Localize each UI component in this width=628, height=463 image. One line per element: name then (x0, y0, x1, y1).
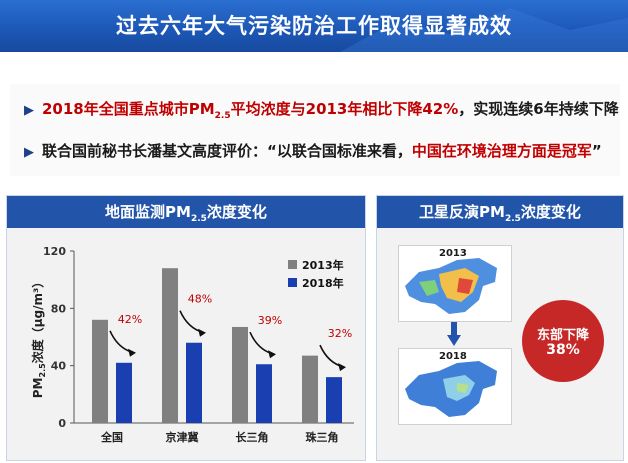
decline-arrow (109, 330, 135, 354)
decline-arrowhead (338, 363, 346, 372)
badge-label: 东部下降 (536, 328, 589, 343)
y-tick-label: 40 (51, 360, 67, 373)
legend-swatch (288, 260, 297, 269)
legend-label: 2018年 (302, 276, 344, 290)
page-title: 过去六年大气污染防治工作取得显著成效 (116, 14, 512, 38)
bar-2018 (186, 342, 202, 423)
china-map-2013-image (405, 258, 497, 314)
x-tick-label: 京津冀 (166, 430, 199, 444)
bullet-un-evaluation: ▶ 联合国前秘书长潘基文高度评价：“以联合国标准来看，中国在环境治理方面是冠军” (24, 142, 602, 160)
decline-arrowhead (128, 348, 136, 357)
badge-value: 38% (546, 342, 580, 358)
decline-label: 32% (328, 327, 352, 340)
y-axis-label: PM2.5浓度（μg/m³） (30, 276, 47, 399)
y-tick-label: 120 (43, 245, 66, 258)
y-tick-label: 0 (58, 417, 66, 430)
bar-2018 (116, 362, 132, 423)
banner-decoration (340, 8, 628, 52)
decline-arrow (249, 331, 275, 356)
bar-2013 (92, 319, 108, 423)
decline-arrow (319, 344, 345, 368)
bullet-pm25-decline: ▶ 2018年全国重点城市PM2.5平均浓度与2013年相比下降42%，实现连续6… (24, 100, 619, 121)
bar-2013 (232, 326, 248, 423)
decline-arrowhead (268, 350, 276, 359)
decline-arrowhead (198, 328, 206, 337)
decline-arrow (179, 310, 205, 334)
y-tick-label: 80 (51, 302, 67, 315)
map-2013: 2013 (398, 245, 512, 322)
headline-box: ▶ 2018年全国重点城市PM2.5平均浓度与2013年相比下降42%，实现连续6… (10, 84, 620, 176)
legend-label: 2013年 (302, 258, 344, 272)
legend-swatch (288, 278, 297, 287)
bar-2013 (302, 355, 318, 423)
bar-2018 (256, 364, 272, 423)
x-tick-label: 长三角 (236, 430, 269, 444)
map-year-2013: 2013 (439, 248, 467, 259)
ground-monitoring-header: 地面监测PM2.5浓度变化 (7, 196, 365, 228)
bar-2013 (162, 268, 178, 423)
x-tick-label: 全国 (100, 430, 123, 444)
decline-label: 48% (188, 293, 212, 306)
bar-2018 (326, 377, 342, 423)
triangle-bullet-icon: ▶ (24, 103, 34, 118)
decline-label: 42% (118, 313, 142, 326)
triangle-bullet-icon: ▶ (24, 145, 34, 160)
title-banner (0, 0, 628, 52)
satellite-header: 卫星反演PM2.5浓度变化 (377, 196, 623, 228)
china-map-2018-image (405, 361, 497, 417)
map-year-2018: 2018 (439, 351, 467, 362)
satellite-decline-badge: 东部下降 38% (522, 300, 604, 382)
map-2018: 2018 (398, 348, 512, 425)
down-arrow-icon (447, 322, 461, 346)
x-tick-label: 珠三角 (306, 430, 339, 444)
decline-label: 39% (258, 314, 282, 327)
